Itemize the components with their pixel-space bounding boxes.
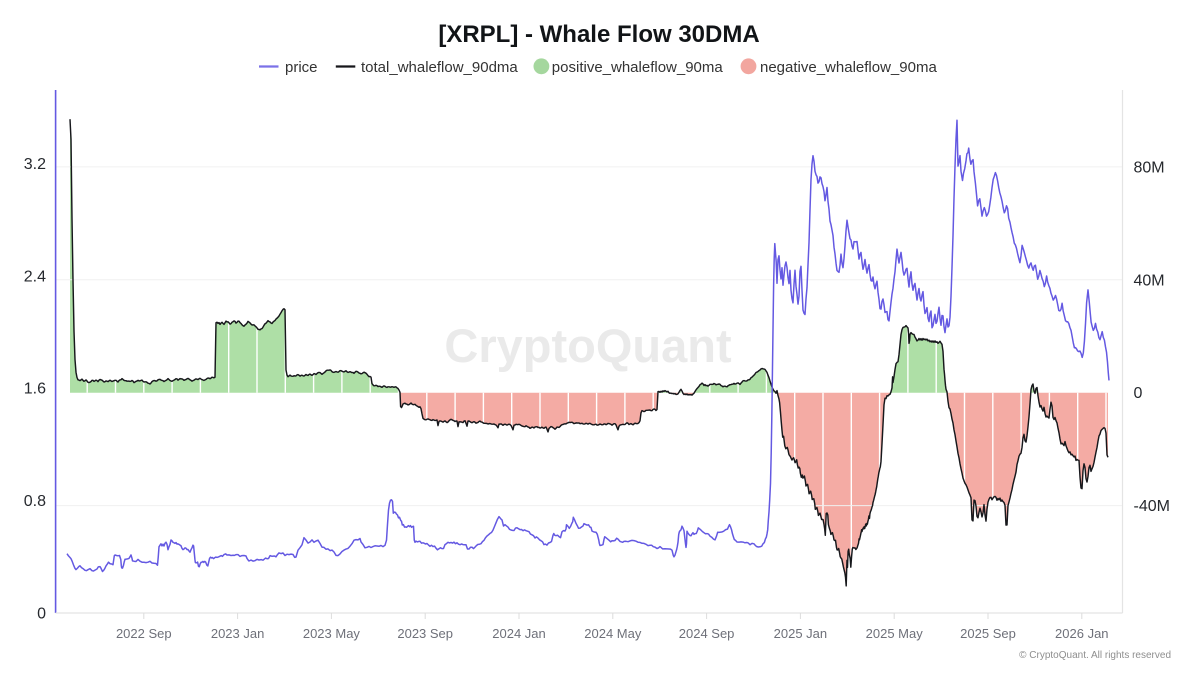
svg-text:2023 Jan: 2023 Jan <box>211 626 265 641</box>
svg-text:[XRPL] - Whale Flow 30DMA: [XRPL] - Whale Flow 30DMA <box>438 21 759 48</box>
svg-text:CryptoQuant: CryptoQuant <box>444 319 732 372</box>
svg-text:1.6: 1.6 <box>24 381 46 398</box>
svg-text:2025 May: 2025 May <box>866 626 924 641</box>
svg-text:negative_whaleflow_90ma: negative_whaleflow_90ma <box>760 59 937 76</box>
svg-text:-40M: -40M <box>1134 498 1170 515</box>
svg-text:80M: 80M <box>1134 159 1165 176</box>
svg-text:2.4: 2.4 <box>24 268 46 285</box>
svg-text:2024 May: 2024 May <box>584 626 642 641</box>
svg-text:2022 Sep: 2022 Sep <box>116 626 172 641</box>
svg-text:price: price <box>285 59 318 76</box>
svg-text:40M: 40M <box>1134 272 1165 289</box>
svg-text:2024 Sep: 2024 Sep <box>679 626 735 641</box>
svg-text:positive_whaleflow_90ma: positive_whaleflow_90ma <box>552 59 724 76</box>
svg-text:2023 Sep: 2023 Sep <box>397 626 453 641</box>
svg-text:© CryptoQuant. All rights rese: © CryptoQuant. All rights reserved <box>1019 650 1171 661</box>
svg-text:2023 May: 2023 May <box>303 626 361 641</box>
svg-text:2026 Jan: 2026 Jan <box>1055 626 1109 641</box>
svg-text:0: 0 <box>1134 385 1143 402</box>
svg-text:2025 Jan: 2025 Jan <box>774 626 828 641</box>
svg-text:total_whaleflow_90dma: total_whaleflow_90dma <box>361 59 518 76</box>
svg-text:3.2: 3.2 <box>24 156 46 173</box>
svg-text:2025 Sep: 2025 Sep <box>960 626 1016 641</box>
svg-text:0.8: 0.8 <box>24 493 46 510</box>
svg-text:2024 Jan: 2024 Jan <box>492 626 546 641</box>
svg-text:0: 0 <box>37 606 46 623</box>
